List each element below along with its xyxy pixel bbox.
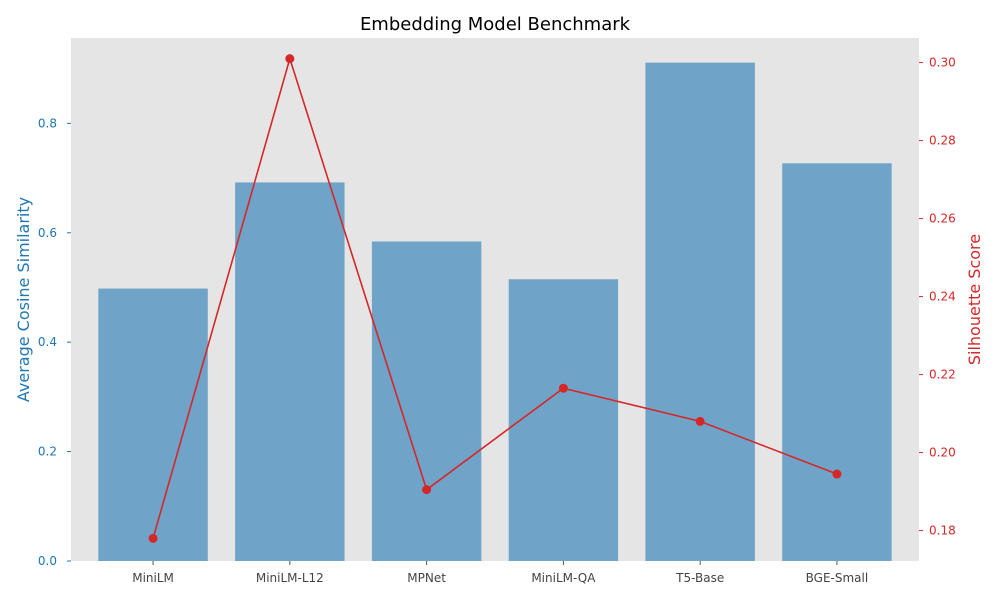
x-tick-label: MiniLM: [132, 571, 174, 585]
silhouette-point-minilm-qa: [558, 383, 568, 393]
right-tick-label: 0.26: [929, 212, 956, 226]
right-tick-label: 0.28: [929, 134, 956, 148]
left-tick-label: 0.2: [38, 445, 57, 459]
silhouette-point-minilm-l12: [285, 54, 295, 64]
bars-layer: [98, 62, 892, 562]
silhouette-line: [152, 55, 838, 539]
left-axis-title: Average Cosine Similarity: [14, 197, 33, 402]
bar-minilm-qa: [508, 279, 619, 561]
x-axis: MiniLM MiniLM-L12 MPNet MiniLM-QA T5-Base BGE…: [132, 561, 868, 585]
x-tick-label: MiniLM-L12: [256, 571, 324, 585]
right-axis: 0.18 0.20 0.22 0.24 0.26 0.28 0.30: [919, 56, 956, 538]
left-tick-label: 0.4: [38, 335, 57, 349]
left-tick-label: 0.0: [38, 554, 57, 568]
bar-minilm: [98, 288, 208, 561]
bar-mpnet: [371, 241, 482, 561]
right-tick-label: 0.30: [929, 56, 956, 70]
silhouette-point-mpnet: [422, 485, 432, 495]
silhouette-point-t5-base: [695, 416, 705, 426]
bar-minilm-l12: [235, 182, 345, 562]
right-axis-title: Silhouette Score: [965, 234, 984, 365]
x-tick-label: MiniLM-QA: [531, 571, 596, 585]
silhouette-point-bge-small: [832, 469, 842, 479]
left-tick-label: 0.8: [38, 116, 57, 130]
chart-title: Embedding Model Benchmark: [360, 14, 631, 35]
x-tick-label: MPNet: [407, 571, 446, 585]
x-tick-label: BGE-Small: [806, 571, 869, 585]
plot-background: [71, 38, 919, 561]
right-tick-label: 0.20: [929, 446, 956, 460]
silhouette-point-minilm: [148, 533, 158, 543]
right-tick-label: 0.18: [929, 524, 956, 538]
bar-bge-small: [782, 163, 892, 561]
left-tick-label: 0.6: [38, 226, 57, 240]
right-tick-label: 0.22: [929, 368, 956, 382]
line-layer: [148, 54, 842, 543]
right-tick-label: 0.24: [929, 290, 956, 304]
x-tick-label: T5-Base: [675, 571, 724, 585]
bar-t5-base: [645, 62, 755, 562]
left-axis: 0.0 0.2 0.4 0.6 0.8: [38, 116, 71, 568]
